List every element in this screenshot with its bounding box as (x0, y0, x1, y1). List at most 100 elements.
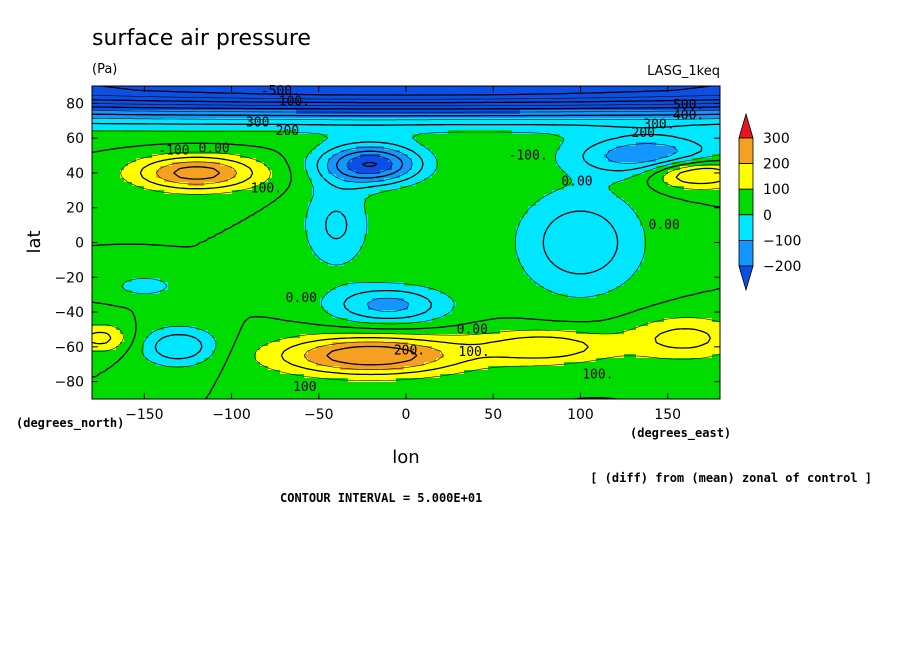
field-cell (316, 254, 321, 259)
field-cell (288, 138, 293, 143)
field-cell (176, 314, 181, 319)
field-cell (312, 234, 317, 239)
field-cell (92, 274, 97, 279)
field-cell (320, 126, 325, 131)
field-cell (200, 170, 205, 175)
field-cell (112, 314, 117, 319)
field-cell (192, 298, 197, 303)
field-cell (140, 162, 145, 167)
field-cell (180, 286, 185, 291)
field-cell (316, 282, 321, 287)
field-cell (124, 370, 129, 375)
field-cell (164, 322, 169, 327)
field-cell (200, 330, 205, 335)
field-cell (156, 258, 161, 263)
field-cell (332, 298, 337, 303)
field-cell (192, 378, 197, 383)
field-cell (268, 234, 273, 239)
field-cell (172, 210, 177, 215)
field-cell (344, 102, 349, 107)
field-cell (256, 254, 261, 259)
field-cell (224, 86, 229, 91)
field-cell (276, 154, 281, 159)
field-cell (204, 382, 209, 387)
field-cell (284, 170, 289, 175)
field-cell (152, 186, 157, 191)
field-cell (168, 290, 173, 295)
field-cell (336, 126, 341, 131)
field-cell (304, 286, 309, 291)
field-cell (196, 362, 201, 367)
field-cell (140, 126, 145, 131)
field-cell (172, 182, 177, 187)
field-cell (232, 266, 237, 271)
field-cell (236, 98, 241, 103)
field-cell (184, 374, 189, 379)
field-cell (152, 138, 157, 143)
field-cell (248, 394, 253, 399)
field-cell (92, 270, 97, 275)
field-cell (120, 370, 125, 375)
field-cell (96, 222, 101, 227)
field-cell (128, 282, 133, 287)
field-cell (316, 170, 321, 175)
field-cell (324, 194, 329, 199)
field-cell (300, 222, 305, 227)
field-cell (108, 286, 113, 291)
field-cell (228, 282, 233, 287)
field-cell (100, 166, 105, 171)
field-cell (224, 270, 229, 275)
field-cell (220, 342, 225, 347)
field-cell (244, 326, 249, 331)
field-cell (268, 266, 273, 271)
field-cell (140, 182, 145, 187)
field-cell (316, 238, 321, 243)
field-cell (188, 362, 193, 367)
field-cell (168, 394, 173, 399)
field-cell (188, 390, 193, 395)
field-cell (208, 270, 213, 275)
field-cell (276, 310, 281, 315)
field-cell (268, 270, 273, 275)
field-cell (196, 146, 201, 151)
field-cell (304, 394, 309, 399)
field-cell (224, 390, 229, 395)
field-cell (172, 118, 177, 123)
field-cell (260, 258, 265, 263)
field-cell (104, 314, 109, 319)
field-cell (180, 178, 185, 183)
field-cell (236, 162, 241, 167)
field-cell (312, 302, 317, 307)
field-cell (124, 138, 129, 143)
field-cell (128, 234, 133, 239)
field-cell (284, 210, 289, 215)
field-cell (112, 90, 117, 95)
field-cell (164, 166, 169, 171)
field-cell (108, 274, 113, 279)
field-cell (244, 390, 249, 395)
field-cell (316, 94, 321, 99)
field-cell (264, 318, 269, 323)
field-cell (272, 242, 277, 247)
field-cell (144, 366, 149, 371)
field-cell (256, 198, 261, 203)
field-cell (304, 138, 309, 143)
field-cell (144, 390, 149, 395)
field-cell (192, 354, 197, 359)
field-cell (304, 238, 309, 243)
field-cell (204, 362, 209, 367)
field-cell (152, 174, 157, 179)
field-cell (120, 266, 125, 271)
field-cell (236, 302, 241, 307)
field-cell (208, 322, 213, 327)
field-cell (208, 306, 213, 311)
field-cell (184, 330, 189, 335)
field-cell (120, 126, 125, 131)
field-cell (220, 126, 225, 131)
field-cell (328, 242, 333, 247)
field-cell (200, 210, 205, 215)
field-cell (272, 150, 277, 155)
field-cell (204, 350, 209, 355)
field-cell (252, 386, 257, 391)
field-cell (148, 110, 153, 115)
